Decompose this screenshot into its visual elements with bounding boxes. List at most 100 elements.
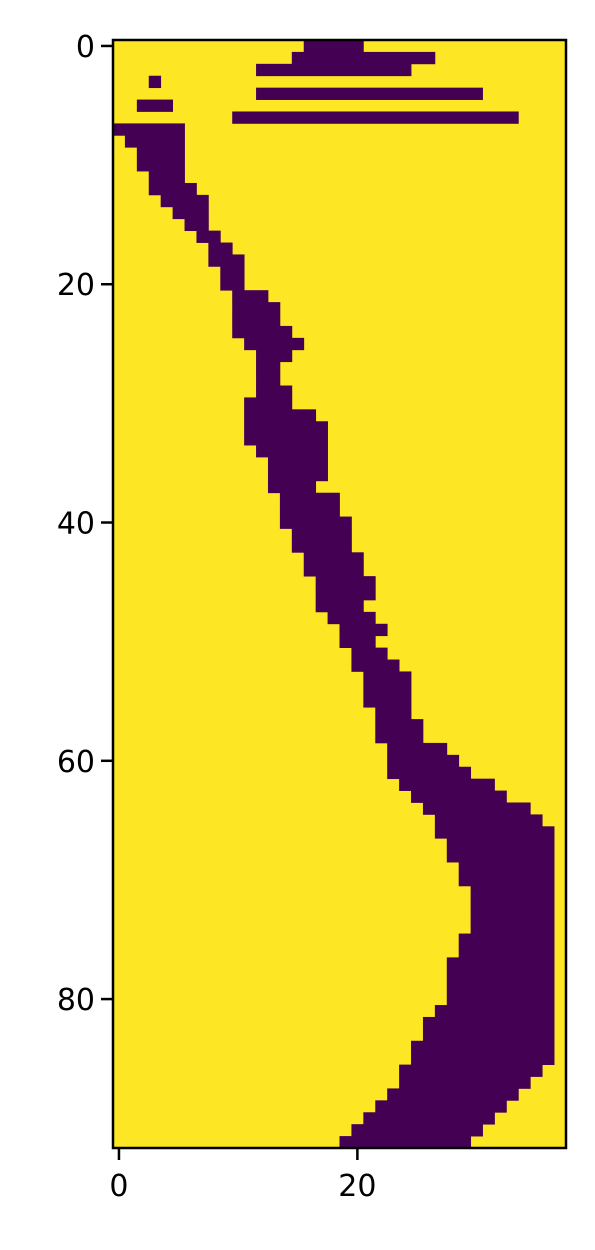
heatmap-row-66 <box>434 826 555 839</box>
heatmap-row-63 <box>411 790 507 803</box>
heatmap-row-4 <box>256 87 483 100</box>
heatmap-row-1 <box>291 51 436 65</box>
heatmap-row-90 <box>363 1112 495 1125</box>
heatmap-row-42 <box>291 540 352 553</box>
y-tick-label-80: 80 <box>57 983 95 1018</box>
heatmap-row-18 <box>208 254 245 267</box>
heatmap-row-57 <box>375 719 424 732</box>
heatmap-row-82 <box>422 1016 555 1030</box>
heatmap-row-11 <box>148 171 185 184</box>
heatmap-row-26 <box>256 349 293 363</box>
heatmap-row-12 <box>148 182 197 196</box>
heatmap-row-32 <box>244 421 328 434</box>
heatmap-row-44 <box>303 564 364 577</box>
heatmap-row-13 <box>160 194 209 208</box>
heatmap-row-87 <box>399 1076 531 1089</box>
heatmap-row-28 <box>256 373 281 386</box>
heatmap-row-34 <box>256 445 328 458</box>
x-tick-label-20: 20 <box>338 1169 376 1204</box>
heatmap-row-77 <box>446 957 555 970</box>
heatmap-row-49 <box>339 623 388 637</box>
heatmap-row-64 <box>422 802 531 815</box>
heatmap-row-27 <box>256 361 281 374</box>
heatmap-row-67 <box>446 838 555 851</box>
plot-frame <box>111 38 568 1150</box>
heatmap-row-3 <box>148 75 162 89</box>
x-axis: 0 20 <box>109 1148 376 1204</box>
heatmap-row-39 <box>279 504 340 517</box>
y-axis: 0 20 40 60 80 <box>57 30 113 1018</box>
heatmap-row-17 <box>208 242 233 255</box>
heatmap-row-58 <box>375 731 424 744</box>
heatmap-row-51 <box>351 647 388 660</box>
heatmap-row-30 <box>244 397 293 410</box>
heatmap-row-9 <box>136 147 185 160</box>
heatmap-row-21 <box>232 290 269 303</box>
heatmap-row-84 <box>411 1040 555 1054</box>
heatmap-row-85 <box>411 1052 555 1065</box>
heatmap-row-15 <box>184 218 209 232</box>
heatmap-row-50 <box>339 635 376 649</box>
heatmap-row-68 <box>446 850 555 863</box>
heatmap-row-16 <box>196 230 221 243</box>
heatmap-row-78 <box>446 969 555 982</box>
heatmap-row-33 <box>244 433 328 446</box>
heatmap-row-72 <box>470 897 555 911</box>
y-tick-label-40: 40 <box>57 507 95 542</box>
heatmap-row-79 <box>446 981 555 994</box>
heatmap-row-89 <box>375 1100 507 1113</box>
heatmap-row-35 <box>267 456 328 470</box>
heatmap-row-46 <box>315 588 376 601</box>
heatmap-row-54 <box>363 683 412 696</box>
heatmap-row-19 <box>220 266 245 279</box>
heatmap-row-52 <box>351 659 400 672</box>
heatmap-row-61 <box>387 766 472 780</box>
heatmap-row-0 <box>303 40 364 53</box>
heatmap-row-86 <box>399 1064 543 1077</box>
heatmap-row-25 <box>244 337 305 351</box>
heatmap-cells <box>113 40 566 1149</box>
heatmap-row-73 <box>470 909 555 923</box>
heatmap-row-91 <box>351 1124 483 1137</box>
heatmap-row-6 <box>232 111 519 124</box>
heatmap-row-41 <box>291 528 352 541</box>
heatmap-row-53 <box>363 671 412 684</box>
heatmap-row-92 <box>339 1136 472 1149</box>
heatmap-row-20 <box>220 278 245 291</box>
heatmap-row-36 <box>267 468 328 482</box>
heatmap-row-48 <box>327 611 376 625</box>
heatmap-row-71 <box>470 885 555 899</box>
heatmap-row-29 <box>256 385 293 398</box>
heatmap-row-83 <box>422 1028 555 1042</box>
heatmap-row-74 <box>470 921 555 934</box>
heatmap-row-75 <box>458 933 555 946</box>
heatmap-row-7 <box>113 123 185 136</box>
heatmap-row-60 <box>387 754 460 768</box>
heatmap-row-8 <box>124 135 185 148</box>
heatmap-row-10 <box>136 159 185 172</box>
heatmap-row-24 <box>232 325 293 339</box>
heatmap-row-31 <box>244 409 317 422</box>
heatmap-row-88 <box>387 1088 519 1101</box>
y-tick-label-60: 60 <box>57 745 95 780</box>
heatmap-row-80 <box>446 993 555 1006</box>
x-tick-label-0: 0 <box>109 1169 128 1204</box>
heatmap-row-14 <box>172 206 209 220</box>
heatmap-row-47 <box>315 599 364 613</box>
heatmap-row-76 <box>458 945 555 958</box>
heatmap-row-65 <box>434 814 543 827</box>
heatmap-row-45 <box>315 576 376 589</box>
heatmap-row-81 <box>434 1005 555 1018</box>
heatmap-row-56 <box>375 707 412 720</box>
heatmap-row-2 <box>256 63 412 77</box>
heatmap-row-70 <box>458 873 555 887</box>
heatmap-row-38 <box>279 492 340 506</box>
heatmap-row-40 <box>279 516 352 529</box>
heatmap-row-69 <box>458 862 555 875</box>
heatmap-row-62 <box>399 778 495 791</box>
heatmap-row-55 <box>363 695 412 708</box>
heatmap-row-37 <box>267 480 317 494</box>
heatmap-row-23 <box>232 314 281 327</box>
heatmap-row-59 <box>387 742 448 756</box>
